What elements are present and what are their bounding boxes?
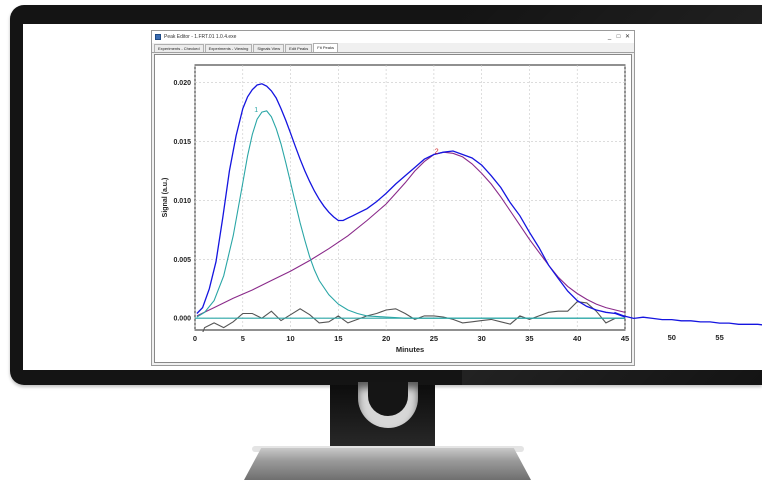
x-tick-label: 25: [430, 334, 438, 343]
y-tick-label: 0.020: [173, 80, 191, 87]
maximize-icon[interactable]: □: [616, 33, 621, 40]
y-tick-label: 0.005: [173, 257, 191, 264]
x-tick-label: 20: [382, 334, 390, 343]
window-title: Peak Editor - 1.FRT.01 1.0.4.exe: [164, 34, 237, 40]
tab-bar: Experiments - Checked Experiments - View…: [152, 43, 634, 53]
y-axis-label: Signal (a.u.): [162, 178, 169, 218]
stand-cable-hole: [358, 382, 418, 428]
peak-label: 1: [254, 107, 258, 114]
x-tick-label: 40: [573, 334, 581, 343]
peak-label: 2: [435, 148, 439, 155]
app-icon: [155, 34, 161, 40]
x-tick-label: 35: [525, 334, 533, 343]
monitor-screen: Peak Editor - 1.FRT.01 1.0.4.exe _ □ ✕ E…: [23, 24, 762, 370]
x-tick-label: 0: [193, 334, 197, 343]
residual-series-line: [202, 301, 625, 332]
app-window: Peak Editor - 1.FRT.01 1.0.4.exe _ □ ✕ E…: [151, 30, 635, 366]
y-tick-label: 0.010: [173, 198, 191, 205]
x-tick-label: 30: [477, 334, 485, 343]
plot-box: [194, 64, 626, 331]
signal-series-line-extension: [614, 311, 762, 326]
tab-experiments-checked[interactable]: Experiments - Checked: [154, 44, 204, 52]
plot-area: 0 5 10 15 20 25 30 35 40 45 0.000 0.005 0.010 0.015 0.…: [154, 54, 632, 363]
x-tick-label: 50: [668, 333, 676, 342]
x-tick-label: 15: [334, 334, 342, 343]
x-tick-label: 5: [241, 334, 245, 343]
x-tick-label: 10: [286, 334, 294, 343]
signal-trace-extension-layer: 50556065: [614, 311, 762, 342]
chromatogram-chart: 0 5 10 15 20 25 30 35 40 45 0.000 0.005 0.010 0.015 0.…: [162, 64, 629, 354]
y-tick-label: 0.000: [173, 316, 191, 323]
fit-peak-1-line: [196, 110, 625, 319]
signal-series-line: [196, 83, 625, 318]
x-axis-label: Minutes: [396, 345, 424, 354]
fit-peak-2-line: [196, 151, 625, 317]
monitor-stand-base: [244, 448, 531, 480]
minimize-icon[interactable]: _: [607, 33, 612, 40]
tab-signals-view[interactable]: Signals View: [253, 44, 285, 52]
tab-edit-peaks[interactable]: Edit Peaks: [285, 44, 313, 52]
window-titlebar[interactable]: Peak Editor - 1.FRT.01 1.0.4.exe _ □ ✕: [152, 31, 634, 43]
tab-experiments-viewing[interactable]: Experiments - Viewing: [204, 44, 253, 52]
close-icon[interactable]: ✕: [624, 33, 631, 40]
x-tick-label: 55: [715, 333, 723, 342]
x-tick-label: 45: [621, 334, 629, 343]
tab-fit-peaks[interactable]: Fit Peaks: [313, 43, 338, 52]
y-tick-label: 0.015: [173, 139, 191, 146]
